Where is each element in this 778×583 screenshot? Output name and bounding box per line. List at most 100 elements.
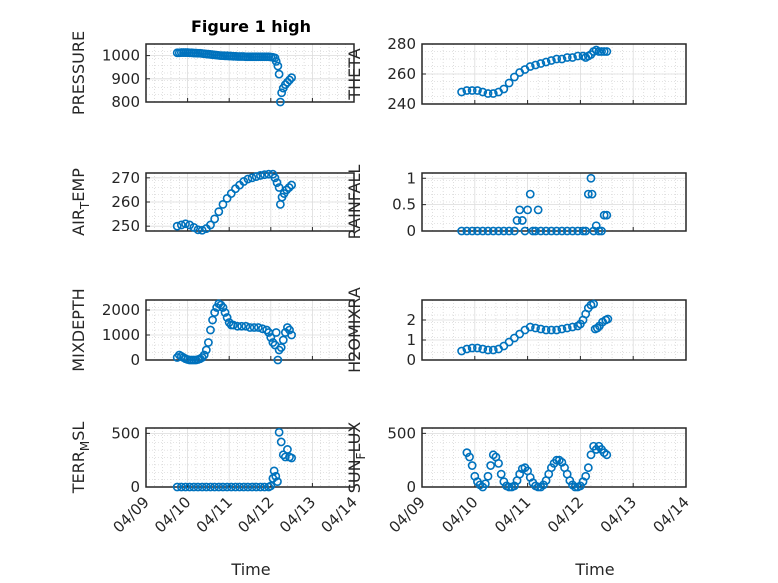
data-point: [266, 333, 276, 342]
data-point: [504, 78, 514, 88]
data-point: [214, 207, 224, 217]
data-point: [271, 328, 281, 337]
data-point: [262, 325, 272, 335]
data-point: [287, 453, 296, 463]
data-point: [478, 226, 488, 236]
data-point: [536, 324, 546, 334]
data-point: [210, 308, 220, 317]
data-point: [568, 53, 577, 62]
data-point: [533, 482, 543, 492]
data-point: [243, 482, 253, 492]
data-point: [597, 226, 606, 236]
data-point: [523, 205, 532, 215]
data-point: [510, 226, 519, 236]
data-point: [176, 482, 186, 492]
data-point: [494, 458, 503, 468]
data-point: [496, 469, 506, 479]
data-point: [586, 450, 596, 460]
data-point: [237, 321, 247, 331]
mixdepth-axes: 0 1000 2000 MIXDEPTH: [69, 288, 355, 372]
axes-box: [145, 43, 355, 103]
y-axis-label: H2OMIXRA: [345, 287, 364, 373]
data-point: [467, 86, 477, 95]
data-point: [222, 482, 232, 492]
data-point: [218, 200, 228, 209]
data-point: [235, 482, 244, 492]
data-point: [222, 313, 232, 322]
data-point: [467, 226, 477, 236]
y-axis-label: AIRTEMP: [69, 168, 92, 236]
data-point: [483, 471, 493, 481]
data-point: [210, 482, 220, 492]
data-point: [181, 482, 190, 492]
y-tick-label: 260: [111, 193, 140, 211]
data-point: [280, 452, 290, 462]
data-point: [583, 463, 593, 473]
data-point: [266, 481, 276, 491]
air-temp-axes: 250 260 270 AIRTEMP: [69, 168, 355, 236]
rainfall-axes: 0 0.5 1 RAINFALL: [345, 165, 687, 240]
theta-axes: 240 260 280 THETA: [345, 35, 687, 113]
x-tick-label: 04/11: [491, 493, 534, 536]
data-point: [594, 226, 604, 236]
data-point: [546, 56, 556, 65]
data-point: [510, 72, 519, 82]
data-point: [251, 482, 261, 492]
data-point: [589, 299, 598, 309]
data-point: [197, 482, 207, 492]
y-tick-label: 0: [130, 351, 140, 369]
data-point: [249, 323, 259, 332]
data-point: [206, 220, 215, 230]
data-point: [273, 355, 283, 365]
y-tick-label: 800: [111, 93, 140, 111]
data-point: [206, 325, 215, 335]
data-point: [599, 210, 609, 220]
data-point: [226, 482, 236, 492]
x-tick-label: 04/14: [318, 493, 361, 536]
data-point: [504, 226, 514, 236]
y-tick-label: 1: [406, 169, 416, 187]
x-tick-label: 04/13: [597, 493, 640, 536]
data-point: [287, 73, 296, 83]
data-point: [216, 300, 226, 310]
data-point: [268, 338, 278, 347]
data-point: [552, 455, 562, 465]
data-point: [488, 226, 498, 236]
data-point: [220, 308, 230, 317]
data-point: [552, 325, 562, 335]
data-point: [562, 53, 572, 62]
x-tick-label: 04/13: [276, 493, 319, 536]
data-point: [581, 471, 591, 481]
data-point: [185, 482, 195, 492]
data-point: [197, 353, 207, 362]
data-point: [287, 330, 296, 340]
y-tick-label: 2: [406, 311, 416, 329]
data-point: [172, 353, 182, 362]
data-point: [273, 477, 282, 487]
data-point: [531, 323, 540, 333]
y-tick-label: 2000: [102, 301, 140, 319]
y-tick-label: 0: [406, 351, 416, 369]
y-axis-label: TERRMSL: [69, 422, 92, 495]
data-point: [602, 210, 612, 220]
data-point: [457, 226, 466, 236]
data-point: [270, 173, 280, 183]
axes-box: [145, 299, 355, 361]
h2omixra-axes: 0 1 2 H2OMIXRA: [345, 287, 687, 373]
data-point: [253, 323, 263, 332]
y-tick-label: 280: [387, 35, 416, 53]
y-axis-label: THETA: [345, 48, 364, 100]
data-point: [536, 59, 546, 68]
data-point: [201, 482, 211, 492]
data-point: [602, 47, 612, 56]
data-point: [269, 466, 279, 476]
y-tick-label: 250: [111, 217, 140, 235]
data-point: [228, 320, 238, 330]
data-point: [285, 75, 294, 85]
axes-box: [421, 299, 687, 361]
data-point: [562, 226, 572, 236]
pressure-axes: 800 900 1000 PRESSURE: [69, 31, 355, 115]
data-point: [568, 226, 577, 236]
data-point: [462, 344, 472, 354]
